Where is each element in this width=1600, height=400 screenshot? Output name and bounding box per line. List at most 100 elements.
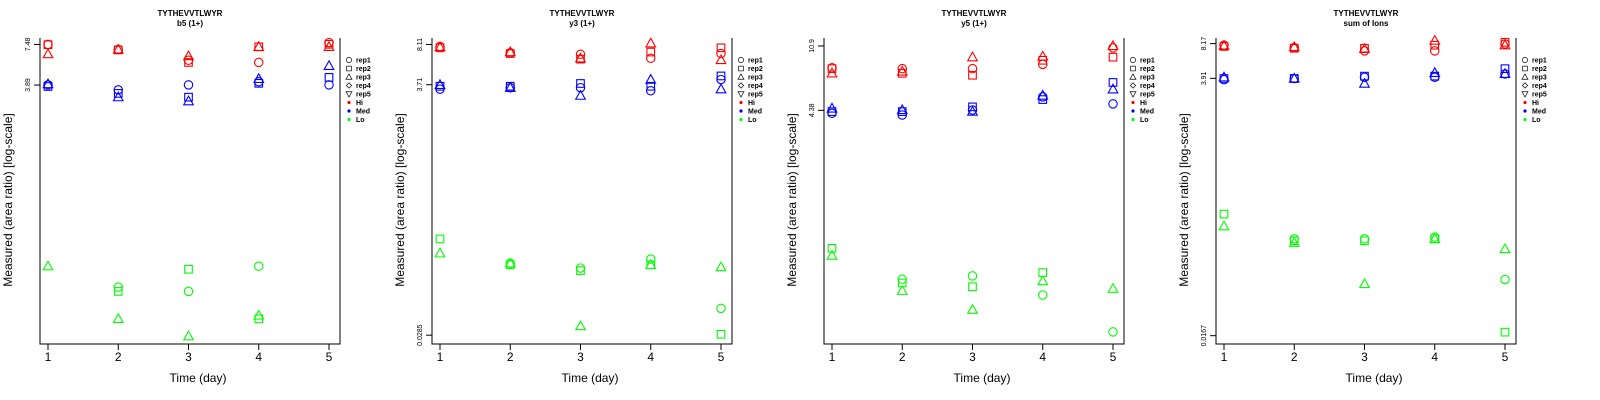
data-point bbox=[1108, 78, 1118, 87]
legend-swatch bbox=[346, 65, 352, 72]
x-tick-label: 1 bbox=[829, 350, 836, 364]
legend-swatch bbox=[346, 57, 352, 63]
x-tick-label: 2 bbox=[507, 350, 514, 364]
data-point bbox=[646, 85, 656, 96]
data-point bbox=[1219, 209, 1229, 219]
legend-label: rep1 bbox=[356, 58, 371, 65]
data-point bbox=[1430, 46, 1440, 56]
data-point bbox=[253, 309, 265, 320]
x-tick-label: 4 bbox=[1431, 350, 1438, 364]
data-point bbox=[1358, 77, 1371, 88]
legend-label: Hi bbox=[748, 100, 755, 107]
data-point bbox=[504, 257, 516, 268]
series-lo bbox=[42, 260, 265, 341]
series-hi bbox=[42, 37, 335, 68]
data-point bbox=[253, 40, 265, 51]
data-point bbox=[435, 84, 445, 94]
data-point bbox=[1500, 37, 1510, 47]
data-point bbox=[1037, 50, 1049, 61]
chart-panel-4: TYTHEVVTLWYR sum of Ions 1 2 3 4 5 0.0167 3.91 8.… bbox=[1176, 0, 1568, 400]
data-point bbox=[574, 52, 587, 63]
legend-label: Hi bbox=[1140, 100, 1147, 107]
legend-swatch bbox=[1129, 91, 1137, 98]
series-med bbox=[42, 59, 335, 106]
data-point bbox=[1358, 277, 1371, 289]
data-point bbox=[1429, 34, 1441, 45]
data-point bbox=[184, 58, 193, 67]
x-tick-label: 3 bbox=[577, 350, 584, 364]
legend-swatch bbox=[1523, 100, 1527, 105]
data-point bbox=[434, 78, 446, 90]
x-tick-label: 3 bbox=[969, 350, 976, 364]
data-point bbox=[42, 77, 54, 89]
legend-swatch bbox=[1131, 109, 1135, 113]
legend-label: rep3 bbox=[356, 75, 371, 82]
data-point bbox=[715, 53, 727, 65]
data-point bbox=[324, 80, 334, 90]
legend-swatch bbox=[347, 117, 351, 122]
x-axis-label: Time (day) bbox=[1346, 371, 1403, 385]
legend-swatch bbox=[1521, 82, 1529, 89]
y-axis-label: Measured (area ratio) [log-scale] bbox=[1177, 113, 1191, 286]
data-point bbox=[576, 79, 585, 88]
legend-swatch bbox=[1521, 73, 1529, 80]
data-point bbox=[967, 63, 978, 74]
legend-label: rep2 bbox=[1532, 66, 1547, 73]
series-med bbox=[826, 78, 1119, 120]
y-tick-label: 3.91 bbox=[1201, 71, 1208, 85]
data-point bbox=[324, 39, 334, 49]
legend-label: rep1 bbox=[1532, 58, 1547, 65]
legend-label: Med bbox=[1532, 109, 1546, 116]
data-point bbox=[715, 260, 727, 272]
data-point bbox=[42, 260, 54, 271]
y-axis-label: Measured (area ratio) [log-scale] bbox=[785, 113, 799, 286]
data-point bbox=[966, 303, 979, 314]
data-point bbox=[574, 89, 587, 100]
legend-swatch bbox=[1523, 109, 1527, 113]
y-tick-label: 0.0167 bbox=[1201, 325, 1208, 347]
data-point bbox=[1107, 282, 1119, 293]
data-point bbox=[435, 43, 445, 53]
chart-title: TYTHEVVTLWYR bbox=[1334, 9, 1399, 18]
data-point bbox=[113, 45, 123, 55]
legend-swatch bbox=[345, 73, 353, 80]
data-point bbox=[254, 261, 264, 271]
data-point bbox=[646, 254, 656, 264]
data-point bbox=[254, 78, 264, 88]
legend-swatch bbox=[739, 100, 743, 105]
chart-title: TYTHEVVTLWYR bbox=[158, 9, 223, 18]
data-point bbox=[1359, 46, 1370, 56]
data-point bbox=[184, 264, 193, 274]
legend-swatch bbox=[738, 65, 744, 72]
x-axis-label: Time (day) bbox=[170, 371, 227, 385]
data-point bbox=[1360, 236, 1369, 246]
data-point bbox=[1429, 232, 1441, 244]
data-point bbox=[716, 48, 726, 59]
data-point bbox=[1037, 274, 1049, 286]
data-point bbox=[1499, 39, 1511, 50]
legend-label: Med bbox=[1140, 109, 1154, 116]
data-point bbox=[968, 70, 977, 80]
legend-label: Lo bbox=[356, 117, 365, 124]
data-point bbox=[1500, 327, 1510, 337]
data-point bbox=[716, 43, 726, 53]
data-point bbox=[645, 37, 657, 48]
legend-swatch bbox=[739, 117, 743, 122]
x-tick-label: 2 bbox=[1291, 350, 1298, 364]
legend-label: rep1 bbox=[748, 58, 763, 65]
data-point bbox=[1108, 52, 1118, 62]
chart-panel-1: TYTHEVVTLWYR b5 (1+) 1 2 3 4 5 3.89 7.48 Time (da… bbox=[0, 0, 392, 400]
data-point bbox=[183, 286, 194, 297]
legend-label: Med bbox=[356, 109, 370, 116]
data-point bbox=[253, 72, 265, 83]
chart-subtitle: b5 (1+) bbox=[177, 19, 203, 28]
data-point bbox=[575, 263, 586, 273]
legend-label: rep2 bbox=[356, 66, 371, 73]
x-axis-label: Time (day) bbox=[954, 371, 1011, 385]
y-tick-label: 3.89 bbox=[25, 78, 32, 92]
data-point bbox=[826, 67, 838, 78]
legend-label: rep3 bbox=[1140, 75, 1155, 82]
